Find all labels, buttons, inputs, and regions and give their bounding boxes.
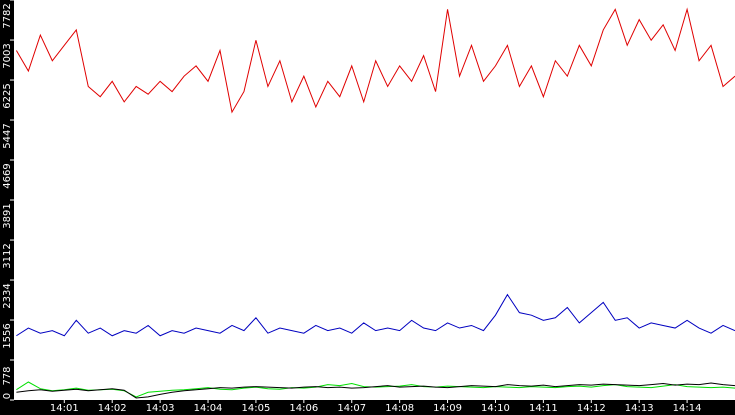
y-tick-label: 4669 <box>2 163 13 188</box>
series-line <box>15 7 735 114</box>
y-tick-label: 7003 <box>2 43 13 68</box>
y-tick-label: 6225 <box>2 83 13 108</box>
x-tick-label: 14:01 <box>50 403 79 414</box>
series-line <box>16 293 735 337</box>
y-axis-strip <box>0 0 14 415</box>
x-tick-label: 14:05 <box>242 403 271 414</box>
x-axis-strip <box>0 400 735 415</box>
x-tick-label: 14:11 <box>529 403 558 414</box>
plot-area <box>0 0 735 400</box>
y-tick-label: 0 <box>2 393 13 399</box>
x-tick-label: 14:12 <box>577 403 606 414</box>
y-tick-label: 2334 <box>2 283 13 308</box>
y-tick-label: 1556 <box>2 323 13 348</box>
y-tick-label: 778 <box>2 366 13 385</box>
x-tick-label: 14:02 <box>98 403 127 414</box>
x-tick-label: 14:06 <box>289 403 318 414</box>
x-tick-label: 14:13 <box>625 403 654 414</box>
x-tick-label: 14:07 <box>337 403 366 414</box>
x-tick-label: 14:10 <box>481 403 510 414</box>
x-tick-label: 14:04 <box>194 403 223 414</box>
x-tick-label: 14:14 <box>673 403 702 414</box>
x-tick-label: 14:03 <box>146 403 175 414</box>
y-tick-label: 3112 <box>2 243 13 268</box>
y-tick-label: 5447 <box>2 123 13 148</box>
y-tick-label: 3891 <box>2 203 13 228</box>
x-tick-label: 14:09 <box>433 403 462 414</box>
y-tick-label: 7782 <box>2 3 13 28</box>
series-line <box>16 382 735 399</box>
x-tick-label: 14:08 <box>385 403 414 414</box>
